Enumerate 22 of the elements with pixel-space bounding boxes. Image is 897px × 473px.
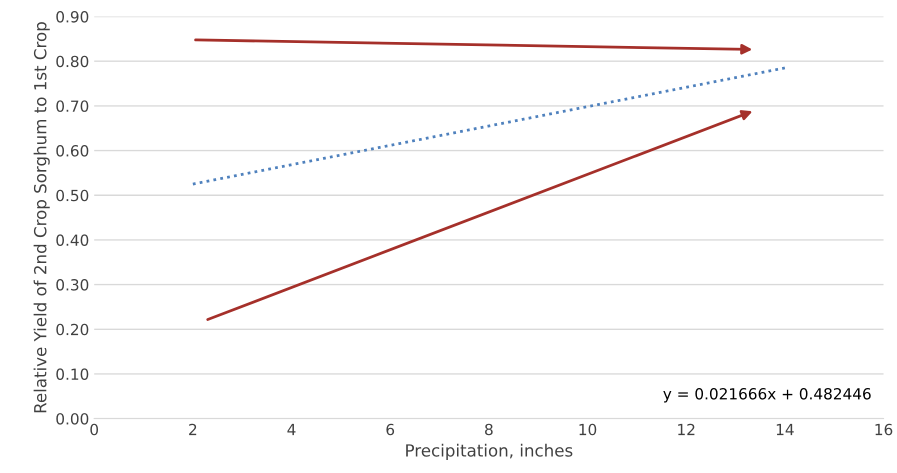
y-tick-label: 0.80	[56, 56, 88, 68]
y-tick-label: 0.40	[56, 234, 88, 246]
x-tick-label: 10	[579, 424, 596, 436]
x-axis-title: Precipitation, inches	[406, 444, 572, 460]
y-tick-label: 0.90	[56, 11, 88, 23]
x-tick-label: 8	[485, 424, 493, 436]
y-tick-label: 0.00	[56, 413, 88, 425]
x-tick-label: 16	[876, 424, 892, 436]
y-tick-label: 0.50	[56, 190, 88, 202]
y-tick-label: 0.30	[56, 279, 88, 291]
y-tick-label: 0.60	[56, 145, 88, 157]
y-tick-label: 0.10	[56, 368, 88, 380]
x-tick-label: 0	[90, 424, 98, 436]
x-tick-label: 6	[386, 424, 394, 436]
x-tick-label: 4	[287, 424, 296, 436]
x-tick-label: 2	[189, 424, 196, 436]
y-axis-title: Relative Yield of 2nd Crop Sorghum to 1st Crop	[34, 22, 50, 412]
annotation: y = 0.021666x + 0.482446	[663, 388, 871, 403]
x-tick-label: 12	[678, 424, 694, 436]
x-tick-label: 14	[776, 424, 794, 436]
y-tick-label: 0.70	[56, 100, 88, 112]
y-tick-label: 0.20	[56, 324, 88, 336]
